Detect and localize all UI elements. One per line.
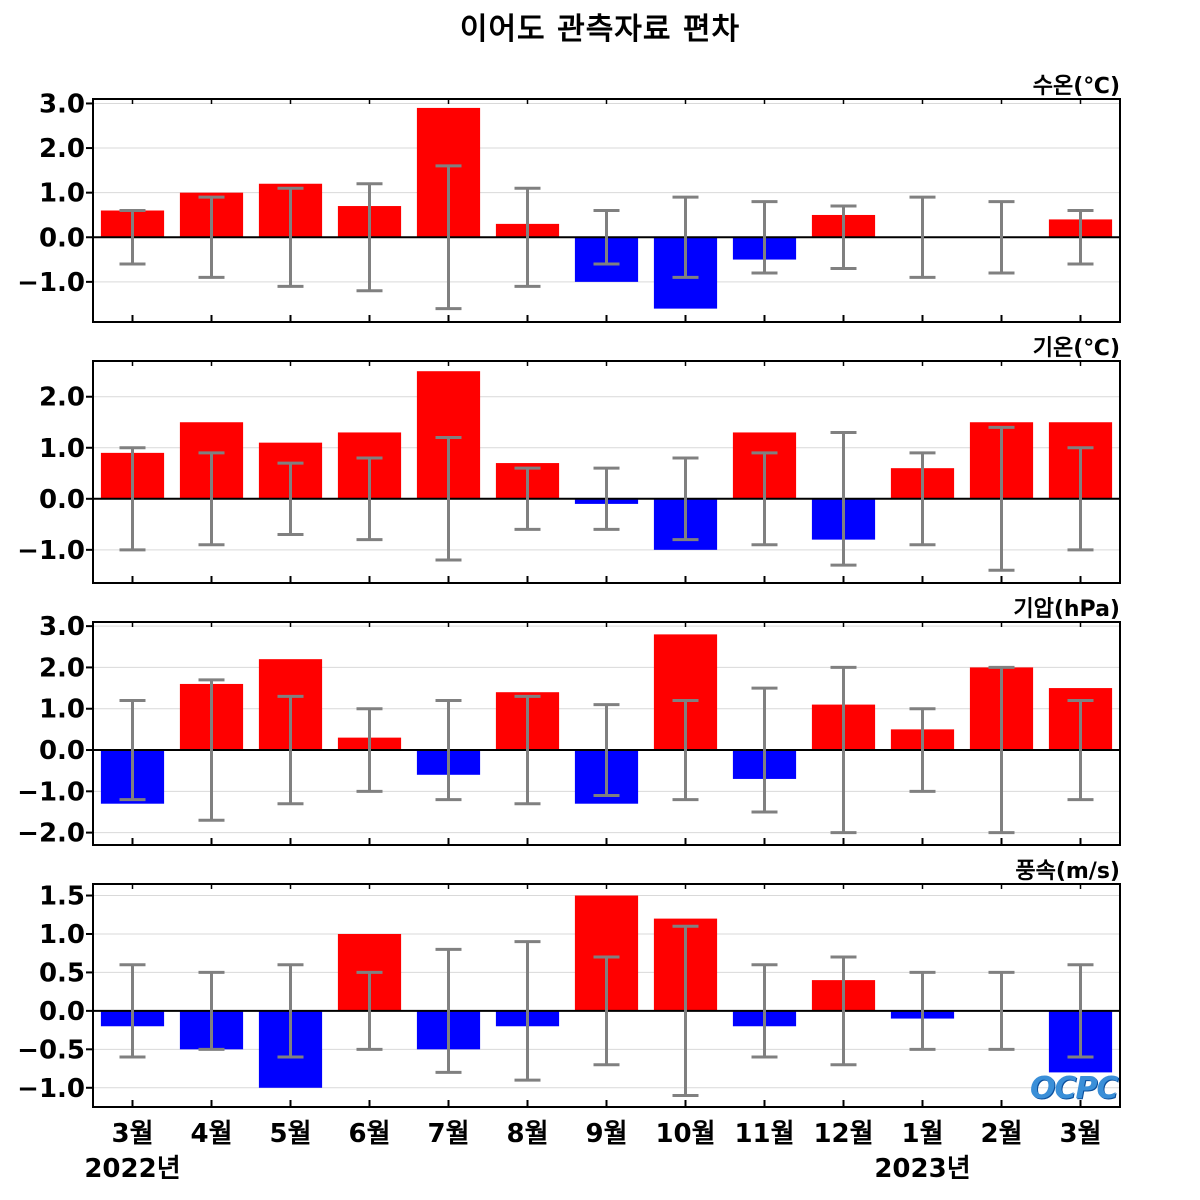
y-tick-label: 2.0	[39, 383, 85, 413]
y-tick-label: −1.0	[17, 777, 85, 807]
x-tick-label: 11월	[734, 1119, 794, 1149]
y-tick-label: 0.0	[39, 485, 85, 515]
y-tick-label: −1.0	[17, 268, 85, 298]
y-tick-label: 1.0	[39, 695, 85, 725]
chart-title: 이어도 관측자료 편차	[459, 12, 741, 47]
ocpc-logo: OCPC	[1030, 1071, 1119, 1106]
y-tick-label: 1.0	[39, 920, 85, 950]
y-tick-label: 1.5	[39, 882, 85, 912]
x-tick-label: 3월	[111, 1119, 153, 1149]
panel-unit-label: 기온(℃)	[1032, 336, 1120, 361]
y-tick-label: −1.0	[17, 536, 85, 566]
y-tick-label: 1.0	[39, 179, 85, 209]
y-tick-label: 0.0	[39, 223, 85, 253]
year-label: 2022년	[84, 1154, 180, 1184]
y-tick-label: 3.0	[39, 89, 85, 119]
panel-unit-label: 풍속(m/s)	[1015, 859, 1120, 884]
y-tick-label: 0.0	[39, 997, 85, 1027]
y-tick-label: −1.0	[17, 1074, 85, 1104]
x-tick-label: 5월	[269, 1119, 311, 1149]
x-tick-label: 7월	[427, 1119, 469, 1149]
y-tick-label: 2.0	[39, 134, 85, 164]
y-tick-label: −0.5	[17, 1035, 85, 1065]
x-tick-label: 9월	[585, 1119, 627, 1149]
x-tick-label: 12월	[813, 1119, 873, 1149]
x-tick-label: 1월	[901, 1119, 943, 1149]
y-tick-label: 2.0	[39, 653, 85, 683]
x-tick-label: 8월	[506, 1119, 548, 1149]
y-tick-label: 3.0	[39, 612, 85, 642]
panel-unit-label: 기압(hPa)	[1013, 597, 1120, 622]
panel-unit-label: 수온(℃)	[1032, 74, 1120, 99]
x-tick-label: 4월	[190, 1119, 232, 1149]
x-tick-label: 2월	[980, 1119, 1022, 1149]
x-tick-label: 3월	[1059, 1119, 1101, 1149]
y-tick-label: 0.0	[39, 736, 85, 766]
y-tick-label: −2.0	[17, 819, 85, 849]
y-tick-label: 0.5	[39, 958, 85, 988]
x-tick-label: 10월	[655, 1119, 715, 1149]
y-tick-label: 1.0	[39, 434, 85, 464]
x-tick-label: 6월	[348, 1119, 390, 1149]
year-label: 2023년	[874, 1154, 970, 1184]
